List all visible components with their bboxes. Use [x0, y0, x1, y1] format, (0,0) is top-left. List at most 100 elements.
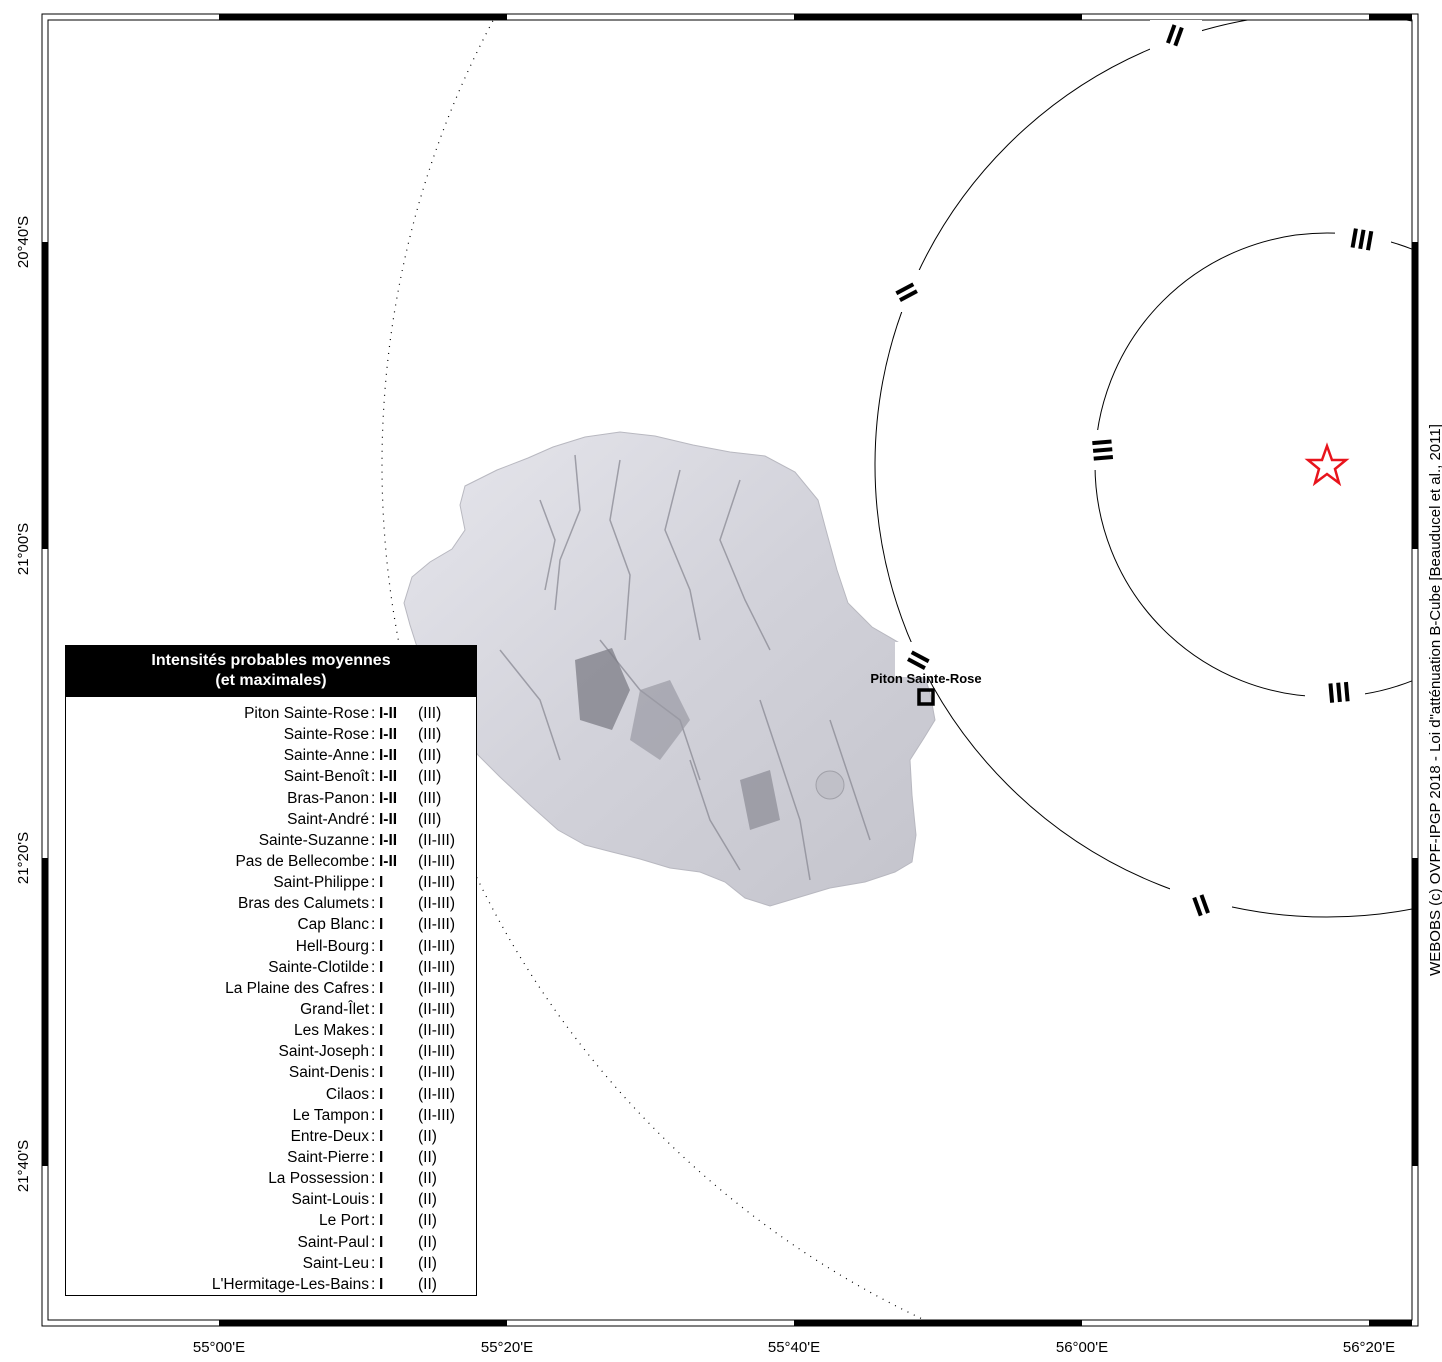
place-name: Saint-Leu [302, 1254, 369, 1272]
separator: : [371, 937, 376, 955]
separator: : [371, 789, 376, 807]
place-name: Cilaos [325, 1085, 369, 1103]
place-name: Saint-Philippe [273, 874, 369, 892]
max-intensity: (II) [418, 1275, 437, 1293]
mean-intensity: I [379, 1022, 384, 1040]
separator: : [371, 1191, 376, 1209]
place-name: Piton Sainte-Rose [244, 705, 369, 722]
x-tick-label: 55°00'E [193, 1339, 245, 1356]
separator: : [371, 1275, 376, 1293]
mean-intensity: I [379, 1106, 384, 1124]
max-intensity: (III) [418, 705, 442, 722]
distance-circle-dotted [381, 20, 927, 1320]
max-intensity: (II-III) [418, 874, 456, 892]
separator: : [371, 747, 376, 765]
place-name: Saint-Joseph [278, 1043, 369, 1061]
relief-shadow [575, 648, 630, 730]
relief-shadow [630, 680, 690, 760]
station-marker [917, 688, 935, 706]
legend-row: Saint-Pierre: I (II) [66, 1147, 476, 1168]
max-intensity: (II-III) [418, 852, 456, 870]
max-intensity: (II) [418, 1127, 437, 1145]
place-name: Grand-Îlet [300, 1000, 369, 1018]
mean-intensity: I-II [379, 831, 398, 849]
max-intensity: (III) [418, 726, 442, 744]
mean-intensity: I-II [379, 810, 398, 828]
legend-title-line2: (et maximales) [215, 672, 327, 689]
legend-row: Cilaos: I (II-III) [66, 1084, 476, 1105]
mean-intensity: I [379, 1212, 384, 1230]
place-name: Sainte-Anne [283, 747, 369, 765]
mean-intensity: I-II [379, 768, 398, 786]
legend-row: Grand-Îlet: I (II-III) [66, 999, 476, 1020]
isoseismal-label: III [1348, 222, 1376, 257]
mean-intensity: I [379, 874, 384, 892]
mean-intensity: I [379, 1148, 384, 1166]
mean-intensity: I [379, 1085, 384, 1103]
separator: : [371, 874, 376, 892]
legend-row: Sainte-Suzanne: I-II (II-III) [66, 830, 476, 851]
max-intensity: (II-III) [418, 979, 456, 997]
max-intensity: (II-III) [418, 1085, 456, 1103]
separator: : [371, 1127, 376, 1145]
place-name: Les Makes [294, 1022, 369, 1040]
legend-row: Sainte-Anne: I-II (III) [66, 745, 476, 766]
y-tick-label: 20°40'S [15, 216, 32, 268]
separator: : [371, 1170, 376, 1188]
legend-row: Sainte-Clotilde: I (II-III) [66, 957, 476, 978]
isoseismal-circle-II [874, 20, 1412, 918]
place-name: Saint-Denis [288, 1064, 369, 1082]
separator: : [371, 852, 376, 870]
separator: : [371, 958, 376, 976]
mean-intensity: I-II [379, 726, 398, 744]
legend-row: Bras-Panon: I-II (III) [66, 788, 476, 809]
mean-intensity: I [379, 1064, 384, 1082]
max-intensity: (II-III) [418, 1106, 456, 1124]
epicenter-star-icon [1304, 442, 1350, 487]
place-name: Sainte-Clotilde [268, 958, 369, 976]
legend-title: Intensités probables moyennes (et maxima… [66, 646, 476, 697]
x-tick-label: 55°40'E [768, 1339, 820, 1356]
mean-intensity: I [379, 979, 384, 997]
x-tick-label: 56°20'E [1343, 1339, 1395, 1356]
max-intensity: (II-III) [418, 1000, 456, 1018]
max-intensity: (III) [418, 810, 442, 828]
label-gaps [885, 20, 1391, 926]
x-tick-label: 56°00'E [1056, 1339, 1108, 1356]
place-name: Le Port [319, 1212, 369, 1230]
place-name: Sainte-Suzanne [258, 831, 369, 849]
legend-row: Saint-Leu: I (II) [66, 1253, 476, 1274]
place-name: Le Tampon [292, 1106, 369, 1124]
place-name: Bras-Panon [287, 789, 369, 807]
legend-row: Le Port: I (II) [66, 1210, 476, 1231]
max-intensity: (II-III) [418, 937, 456, 955]
separator: : [371, 1106, 376, 1124]
legend-row: Pas de Bellecombe: I-II (II-III) [66, 851, 476, 872]
mean-intensity: I [379, 937, 384, 955]
legend-row: Sainte-Rose: I-II (III) [66, 724, 476, 745]
legend-row: Les Makes: I (II-III) [66, 1020, 476, 1041]
place-name: Saint-Benoît [283, 768, 369, 786]
separator: : [371, 1085, 376, 1103]
relief-shadow [815, 770, 845, 800]
separator: : [371, 916, 376, 934]
y-tick-label: 21°00'S [15, 523, 32, 575]
max-intensity: (III) [418, 789, 442, 807]
max-intensity: (II-III) [418, 1064, 456, 1082]
legend-row: Bras des Calumets: I (II-III) [66, 893, 476, 914]
mean-intensity: I [379, 1233, 384, 1251]
mean-intensity: I [379, 1043, 384, 1061]
legend-row: La Possession: I (II) [66, 1168, 476, 1189]
legend-row: Saint-Paul: I (II) [66, 1232, 476, 1253]
isoseismal-label: III [1086, 437, 1119, 463]
place-name: Cap Blanc [297, 916, 369, 934]
max-intensity: (II) [418, 1148, 437, 1166]
isoseismal-label: III [1326, 676, 1352, 709]
legend-rows: Piton Sainte-Rose: I-II (III) Sainte-Rose: I… [66, 697, 476, 1295]
legend-row: Saint-Philippe: I (II-III) [66, 872, 476, 893]
separator: : [371, 979, 376, 997]
separator: : [371, 1254, 376, 1272]
max-intensity: (II) [418, 1212, 437, 1230]
legend-row: Saint-Benoît: I-II (III) [66, 766, 476, 787]
max-intensity: (II) [418, 1191, 437, 1209]
